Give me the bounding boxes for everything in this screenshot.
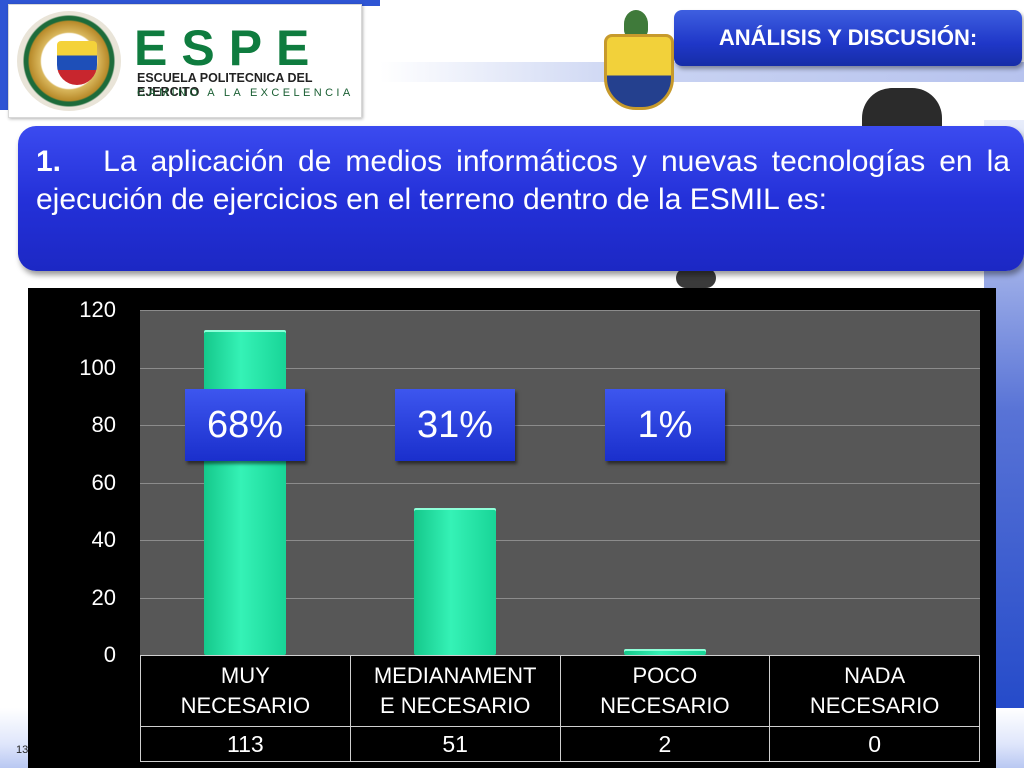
value-cell: 51 xyxy=(349,726,561,762)
percent-label: 68% xyxy=(185,389,305,461)
percent-label: 31% xyxy=(395,389,515,461)
header-band xyxy=(380,62,1024,82)
section-title: ANÁLISIS Y DISCUSIÓN: xyxy=(674,10,1022,66)
brand-name: ESPE xyxy=(134,20,324,76)
question-box xyxy=(18,126,1024,271)
value-cell: 2 xyxy=(559,726,771,762)
question-body: La aplicación de medios informáticos y n… xyxy=(36,145,1010,216)
category-cell: NADA NECESARIO xyxy=(769,655,980,727)
data-table: MUY NECESARIO MEDIANAMENT E NECESARIO POCO… xyxy=(140,655,980,762)
value-cell: 0 xyxy=(769,726,980,762)
category-row: MUY NECESARIO MEDIANAMENT E NECESARIO POCO… xyxy=(140,655,980,727)
question-text: 1. La aplicación de medios informáticos … xyxy=(36,143,1010,219)
bar xyxy=(204,330,286,655)
crest-bird-icon xyxy=(624,10,648,38)
gridline xyxy=(140,597,980,599)
espe-logo: ESPE ESCUELA POLITECNICA DEL EJERCITO CA… xyxy=(8,4,362,118)
bar xyxy=(624,649,706,655)
value-row: 113 51 2 0 xyxy=(140,726,980,762)
category-cell: MEDIANAMENT E NECESARIO xyxy=(349,655,561,727)
gridline xyxy=(140,310,980,311)
y-tick-label: 60 xyxy=(91,469,116,495)
top-accent-strip xyxy=(0,0,380,6)
value-cell: 113 xyxy=(140,726,351,762)
gridline xyxy=(140,367,980,369)
brand-subtitle: ESCUELA POLITECNICA DEL EJERCITO xyxy=(137,71,313,99)
military-school-crest-icon xyxy=(598,6,674,110)
gridline xyxy=(140,482,980,484)
crest-shield-icon xyxy=(604,34,674,110)
gridline xyxy=(140,425,980,426)
y-tick-label: 100 xyxy=(79,354,116,380)
slide-number: 13 xyxy=(16,744,29,756)
question-number: 1. xyxy=(36,145,62,178)
brand-motto: CAMINO A LA EXCELENCIA xyxy=(137,87,354,99)
decorative-hand-image-part xyxy=(676,268,716,288)
category-cell: POCO NECESARIO xyxy=(559,655,771,727)
seal-shield-icon xyxy=(57,41,97,85)
y-tick-label: 40 xyxy=(91,527,116,552)
percent-label: 1% xyxy=(605,389,725,461)
y-tick-label: 20 xyxy=(91,584,116,610)
bar xyxy=(414,508,496,655)
university-seal-icon xyxy=(17,11,121,111)
y-tick-label: 0 xyxy=(103,642,116,667)
y-tick-label: 120 xyxy=(79,297,116,322)
y-tick-label: 80 xyxy=(91,412,116,437)
category-cell: MUY NECESARIO xyxy=(140,655,351,727)
gridline xyxy=(140,540,980,541)
